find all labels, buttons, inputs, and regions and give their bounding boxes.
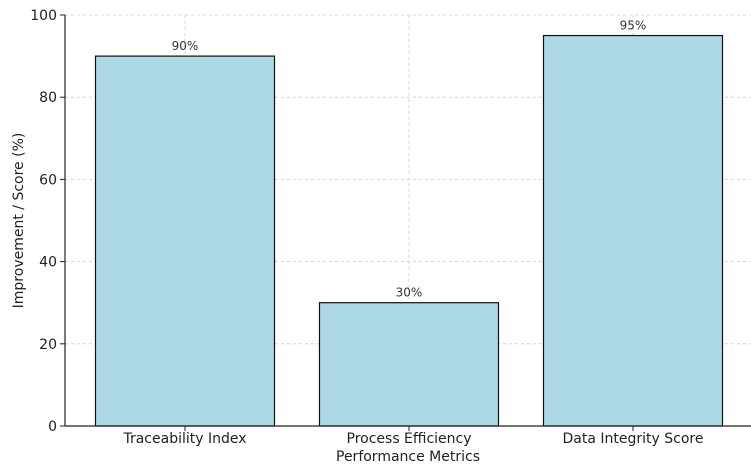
- y-tick-label-40: 40: [39, 255, 57, 271]
- y-tick-label-60: 60: [39, 172, 57, 188]
- x-axis-title: Performance Metrics: [336, 449, 480, 465]
- data-label-2: 95%: [620, 19, 647, 33]
- axes-group: [64, 15, 751, 427]
- y-tick-label-20: 20: [39, 337, 57, 353]
- bar-1: [318, 302, 500, 427]
- data-labels-group: 90% 30% 95%: [172, 19, 647, 300]
- bar-0: [94, 55, 276, 427]
- x-ticks-group: Traceability Index Process Efficiency Data…: [122, 426, 703, 447]
- y-ticks-group: 0 20 40 60 80 100: [30, 8, 65, 435]
- x-tick-label-0: Traceability Index: [122, 431, 246, 447]
- data-label-1: 30%: [396, 286, 423, 300]
- x-tick-label-2: Data Integrity Score: [563, 431, 704, 447]
- y-axis-title: Improvement / Score (%): [11, 133, 27, 309]
- y-tick-label-100: 100: [30, 8, 57, 24]
- data-label-0: 90%: [172, 39, 199, 53]
- y-tick-label-0: 0: [48, 419, 57, 435]
- x-tick-label-1: Process Efficiency: [347, 431, 472, 447]
- bar-2: [542, 34, 724, 427]
- bars-group: [94, 34, 724, 427]
- y-tick-label-80: 80: [39, 90, 57, 106]
